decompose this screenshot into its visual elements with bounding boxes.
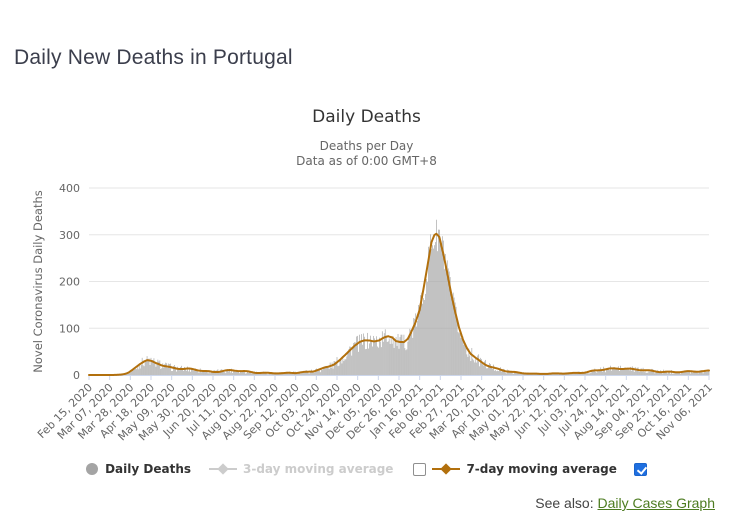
gridlines	[89, 187, 709, 329]
daily-deaths-bars	[115, 219, 710, 375]
svg-text:100: 100	[59, 322, 80, 335]
seven-day-average-checkbox[interactable]	[633, 462, 647, 476]
svg-text:400: 400	[59, 182, 80, 195]
daily-deaths-marker-icon	[86, 463, 99, 475]
plot-area: 0 100 200 300 400 Novel Coronavirus Daily Dea…	[31, 182, 715, 443]
daily-cases-graph-link[interactable]: Daily Cases Graph	[597, 495, 716, 511]
three-day-average-checkbox[interactable]	[413, 462, 427, 476]
legend-item-daily-deaths[interactable]: Daily Deaths	[86, 462, 191, 476]
legend-label: 7-day moving average	[466, 462, 617, 476]
legend-label: 3-day moving average	[243, 462, 394, 476]
y-axis-title: Novel Coronavirus Daily Deaths	[31, 190, 45, 372]
page-title: Daily New Deaths in Portugal	[14, 46, 293, 69]
chart-subtitle-line1: Deaths per Day	[319, 139, 414, 153]
legend-label: Daily Deaths	[105, 462, 191, 476]
three-day-average-marker-icon	[209, 463, 237, 475]
see-also: See also: Daily Cases Graph	[535, 495, 715, 511]
svg-text:300: 300	[59, 229, 80, 242]
seven-day-average-line	[88, 232, 710, 376]
see-also-label: See also:	[535, 495, 594, 511]
svg-text:200: 200	[59, 276, 80, 289]
svg-text:0: 0	[73, 369, 80, 382]
chart-subtitle-line2: Data as of 0:00 GMT+8	[296, 154, 437, 168]
chart-legend: Daily Deaths 3-day moving average 7-day …	[0, 460, 733, 478]
legend-item-3-day-average[interactable]: 3-day moving average	[209, 462, 393, 476]
legend-item-7-day-average[interactable]: 7-day moving average	[432, 462, 617, 476]
seven-day-average-marker-icon	[432, 463, 461, 475]
y-axis: 0 100 200 300 400 Novel Coronavirus Daily Dea…	[31, 182, 80, 382]
chart-title: Daily Deaths	[312, 107, 421, 127]
